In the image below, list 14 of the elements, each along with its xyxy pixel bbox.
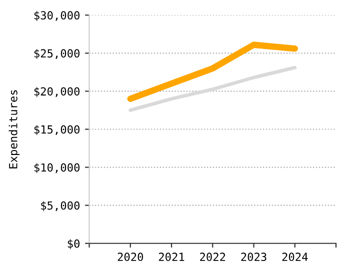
x-tick-label: 2024 bbox=[282, 252, 308, 262]
y-tick-label: $5,000 bbox=[41, 201, 80, 212]
line-series bbox=[128, 66, 297, 112]
x-tick-label: 2020 bbox=[118, 252, 144, 262]
x-tick-label: 2023 bbox=[241, 252, 266, 262]
y-axis-title: Expenditures bbox=[8, 90, 20, 168]
x-tick-label: 2021 bbox=[158, 252, 184, 262]
y-tick-label: $10,000 bbox=[34, 163, 80, 174]
y-tick-label: $20,000 bbox=[34, 87, 80, 98]
y-tick-label: $15,000 bbox=[34, 125, 80, 136]
y-tick-label: $30,000 bbox=[34, 10, 80, 22]
y-tick-label: $25,000 bbox=[34, 48, 80, 60]
x-tick-label: 2022 bbox=[200, 252, 226, 262]
y-tick-label: $0 bbox=[68, 239, 80, 250]
